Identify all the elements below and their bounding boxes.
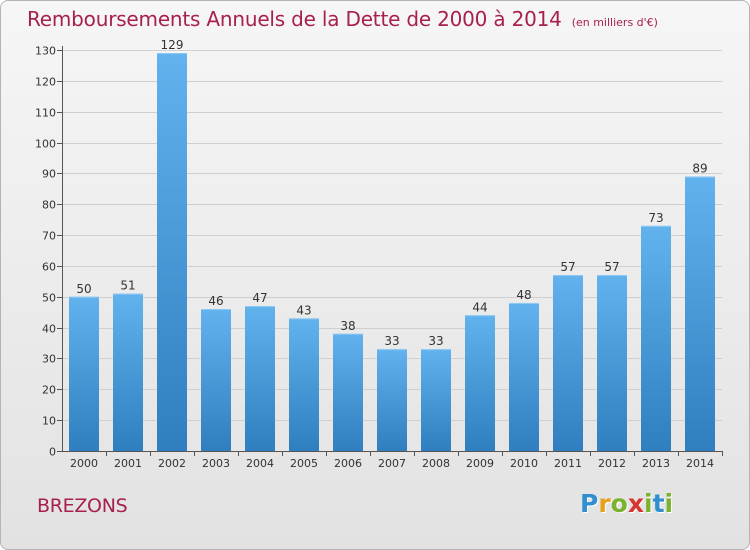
x-tick-label: 2004 [246, 457, 274, 470]
bar [641, 225, 671, 451]
x-tick-label: 2011 [554, 457, 582, 470]
bar [553, 275, 583, 451]
logo-letter: t [652, 489, 665, 518]
proxiti-logo: Proxiti [580, 489, 673, 518]
x-tick-label: 2000 [70, 457, 98, 470]
x-tick-label: 2002 [158, 457, 186, 470]
y-tick-label: 120 [35, 76, 56, 89]
y-tick-label: 70 [42, 230, 56, 243]
data-label: 46 [208, 294, 223, 308]
logo-letter: P [580, 489, 599, 518]
bar [685, 176, 715, 451]
data-label: 57 [604, 260, 619, 274]
bar [113, 293, 143, 451]
bar [157, 53, 187, 451]
y-tick-label: 40 [42, 323, 56, 336]
bar [465, 315, 495, 451]
bar [421, 349, 451, 451]
data-label: 57 [560, 260, 575, 274]
y-tick-label: 50 [42, 292, 56, 305]
x-tick-label: 2005 [290, 457, 318, 470]
bar [377, 349, 407, 451]
data-label: 129 [161, 38, 184, 52]
x-tick-label: 2008 [422, 457, 450, 470]
data-label: 33 [384, 334, 399, 348]
x-tick-label: 2013 [642, 457, 670, 470]
logo-letter: x [627, 489, 644, 518]
y-tick-label: 60 [42, 261, 56, 274]
axes: 0 10 20 30 40 50 60 70 80 90 100 110 120 130 2000 2001 2… [35, 45, 723, 470]
logo-letter: i [644, 489, 653, 518]
data-label: 51 [120, 279, 135, 293]
x-tick-label: 2010 [510, 457, 538, 470]
bar [333, 333, 363, 451]
x-tick-label: 2009 [466, 457, 494, 470]
data-label: 43 [296, 303, 311, 317]
y-tick-label: 0 [49, 446, 56, 459]
x-tick-label: 2007 [378, 457, 406, 470]
y-tick-label: 10 [42, 415, 56, 428]
data-label: 38 [340, 319, 355, 333]
logo-letter: i [664, 489, 674, 518]
bar [509, 302, 539, 451]
data-label: 73 [648, 211, 663, 225]
y-tick-label: 110 [35, 107, 56, 120]
y-tick-label: 30 [42, 353, 56, 366]
logo-letter: r [598, 489, 611, 518]
bar [597, 275, 627, 451]
x-tick-label: 2006 [334, 457, 362, 470]
data-label: 48 [516, 288, 531, 302]
chart-title: Remboursements Annuels de la Dette de 20… [27, 7, 658, 31]
data-label: 50 [76, 282, 91, 296]
y-tick-label: 20 [42, 384, 56, 397]
data-label: 33 [428, 334, 443, 348]
bar [69, 296, 99, 451]
x-tick-label: 2012 [598, 457, 626, 470]
x-tick-label: 2001 [114, 457, 142, 470]
data-label: 47 [252, 291, 267, 305]
x-tick-label: 2014 [686, 457, 714, 470]
commune-name: BREZONS [37, 495, 128, 517]
bars: 50 51 129 46 47 43 38 33 33 44 48 57 57 73 89 [69, 38, 715, 451]
x-tick-label: 2003 [202, 457, 230, 470]
y-tick-label: 100 [35, 138, 56, 151]
bar [201, 309, 231, 451]
data-label: 44 [472, 300, 487, 314]
logo-letter: o [610, 489, 628, 518]
y-tick-label: 130 [35, 45, 56, 58]
bar [289, 318, 319, 451]
y-tick-label: 90 [42, 168, 56, 181]
chart-subtitle: (en milliers d'€) [571, 16, 658, 29]
y-tick-label: 80 [42, 199, 56, 212]
data-label: 89 [692, 161, 707, 175]
chart-title-text: Remboursements Annuels de la Dette de 20… [27, 7, 562, 31]
bar [245, 306, 275, 451]
